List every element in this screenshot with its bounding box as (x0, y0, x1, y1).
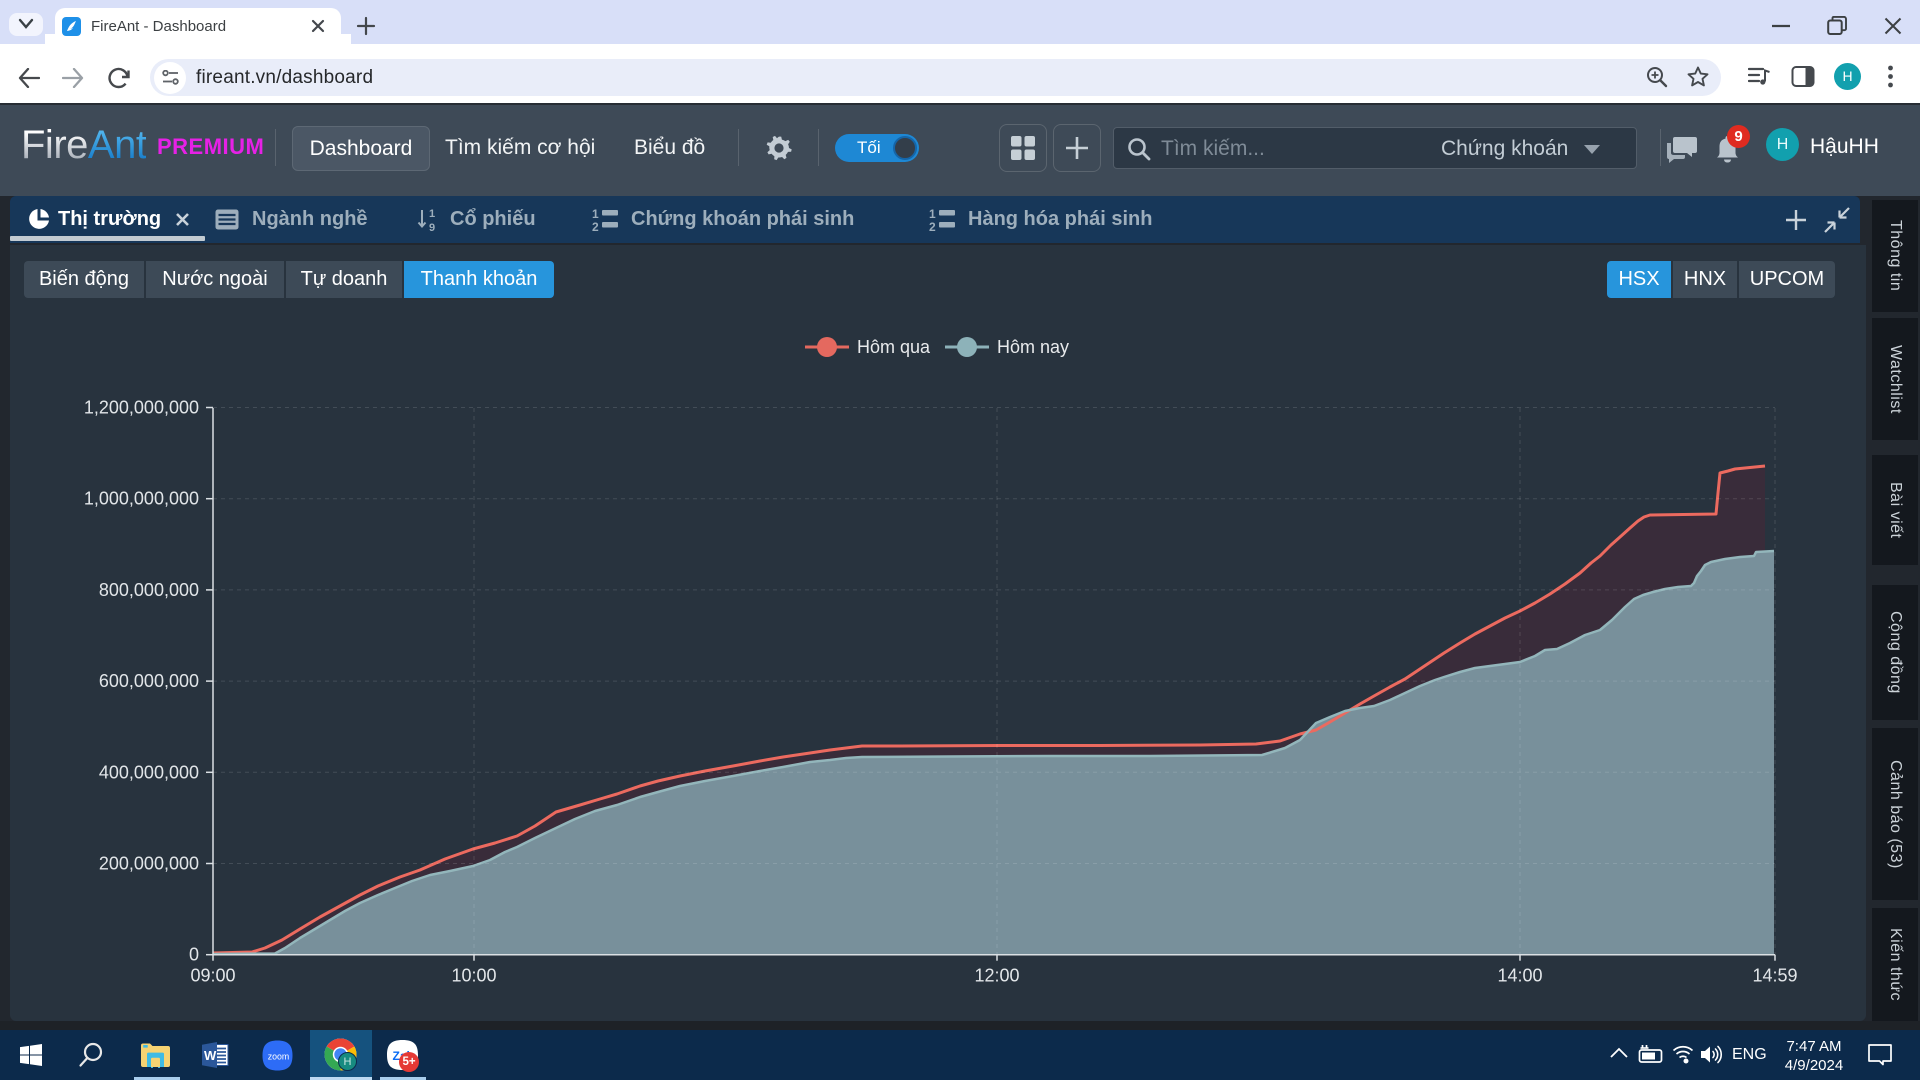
svg-text:09:00: 09:00 (190, 966, 235, 986)
svg-text:9: 9 (429, 222, 435, 232)
svg-text:2: 2 (592, 220, 599, 232)
svg-text:14:00: 14:00 (1497, 966, 1542, 986)
svg-text:2: 2 (929, 220, 936, 232)
svg-text:0: 0 (189, 945, 199, 965)
svg-text:600,000,000: 600,000,000 (99, 671, 199, 691)
svg-text:1,200,000,000: 1,200,000,000 (84, 398, 199, 418)
svg-text:200,000,000: 200,000,000 (99, 854, 199, 874)
svg-text:1: 1 (592, 208, 599, 221)
svg-text:zoom: zoom (268, 1052, 290, 1062)
svg-text:10:00: 10:00 (451, 966, 496, 986)
svg-text:800,000,000: 800,000,000 (99, 580, 199, 600)
svg-text:12:00: 12:00 (974, 966, 1019, 986)
svg-text:14:59: 14:59 (1752, 966, 1797, 986)
svg-text:W: W (204, 1048, 217, 1063)
svg-text:1: 1 (929, 208, 936, 221)
svg-text:1,000,000,000: 1,000,000,000 (84, 489, 199, 509)
svg-text:1: 1 (429, 208, 435, 220)
svg-text:400,000,000: 400,000,000 (99, 762, 199, 782)
